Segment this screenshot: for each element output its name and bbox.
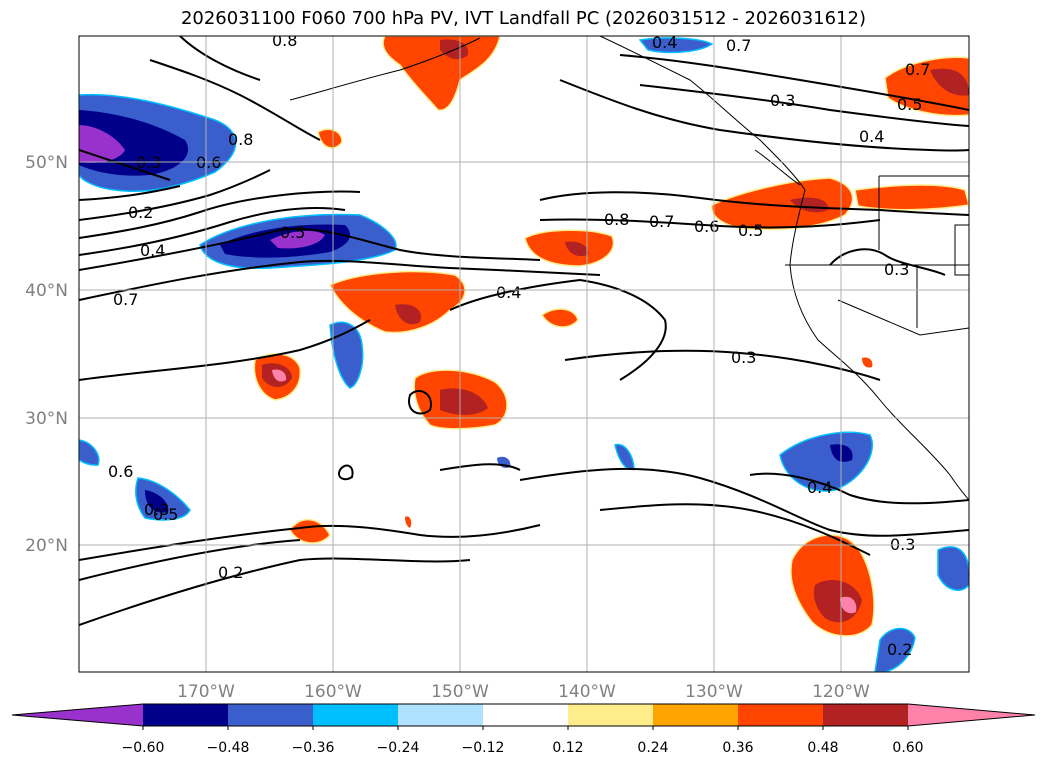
contour-label: 0.2	[887, 640, 912, 659]
contour-label: 0.4	[807, 478, 832, 497]
lat-label: 50°N	[25, 153, 68, 173]
contour-label: 0.4	[859, 127, 884, 146]
plot-frame	[78, 35, 970, 673]
contour-label: 0.2	[128, 203, 153, 222]
colorbar-swatch	[653, 704, 738, 726]
pv-contours	[79, 36, 969, 626]
colorbar-tick-label: 0.12	[552, 740, 583, 756]
contour-label: 0.4	[652, 33, 677, 52]
map-title: 2026031100 F060 700 hPa PV, IVT Landfall…	[180, 8, 867, 29]
contour-label: 0.7	[649, 212, 674, 231]
lon-label: 120°W	[812, 682, 870, 702]
colorbar-swatch	[568, 704, 653, 726]
colorbar-tick-label: 0.48	[807, 740, 838, 756]
lat-label: 40°N	[25, 281, 68, 301]
contour-label: 0.3	[731, 348, 756, 367]
positive-anomaly-shading	[253, 36, 969, 637]
contour-label: 0.8	[604, 210, 629, 229]
colorbar-extend-high	[908, 704, 1035, 726]
latitude-labels: 50°N 40°N 30°N 20°N	[25, 153, 68, 556]
coastline	[289, 36, 969, 501]
contour-label: 0.5	[897, 95, 922, 114]
contour-label: 0.8	[272, 31, 297, 50]
colorbar-tick-label: −0.36	[292, 740, 335, 756]
contour-label: 0.6	[694, 217, 719, 236]
colorbar-tick-label: 0.60	[892, 740, 923, 756]
contour-label: 0.7	[905, 60, 930, 79]
contour-label: 0.3	[884, 260, 909, 279]
colorbar-tick-label: −0.12	[462, 740, 505, 756]
negative-anomaly-shading	[79, 37, 969, 672]
contour-label: 0.4	[496, 283, 521, 302]
lon-label: 170°W	[177, 682, 235, 702]
colorbar-tick-label: −0.24	[377, 740, 420, 756]
colorbar-swatch	[228, 704, 313, 726]
colorbar-tick-label: 0.24	[637, 740, 668, 756]
colorbar-swatch	[738, 704, 823, 726]
lat-label: 20°N	[25, 536, 68, 556]
contour-label: 0.6	[108, 462, 133, 481]
colorbar-swatch	[483, 704, 568, 726]
contour-label: 0.7	[726, 36, 751, 55]
lon-label: 150°W	[431, 682, 489, 702]
contour-label: 0.5	[153, 505, 178, 524]
colorbar-tick-label: 0.36	[722, 740, 753, 756]
lon-label: 130°W	[685, 682, 743, 702]
plot-area: 0.8 0.7 0.8 0.6 0.3 0.2 0.4 0.7 0.5 0.4 …	[79, 31, 969, 672]
contour-label: 0.3	[144, 500, 169, 519]
contour-label: 0.3	[770, 91, 795, 110]
contour-label: 0.4	[140, 241, 165, 260]
colorbar-swatch	[823, 704, 908, 726]
lat-label: 30°N	[25, 409, 68, 429]
contour-label: 0.5	[280, 223, 305, 242]
colorbar-extend-low	[12, 704, 143, 726]
lon-label: 160°W	[304, 682, 362, 702]
longitude-labels: 170°W 160°W 150°W 140°W 130°W 120°W	[177, 682, 870, 702]
colorbar: −0.60 −0.48 −0.36 −0.24 −0.12 0.12 0.24 0.36 0.4…	[11, 703, 1036, 756]
contour-label: 0.7	[113, 290, 138, 309]
lon-label: 140°W	[558, 682, 616, 702]
gridlines	[79, 36, 969, 672]
contour-label: 0.5	[738, 221, 763, 240]
contour-label: 0.2	[218, 563, 243, 582]
colorbar-swatch	[398, 704, 483, 726]
contour-label: 0.8	[228, 130, 253, 149]
colorbar-tick-label: −0.48	[207, 740, 250, 756]
colorbar-swatch	[143, 704, 228, 726]
colorbar-swatch	[313, 704, 398, 726]
contour-labels: 0.8 0.7 0.8 0.6 0.3 0.2 0.4 0.7 0.5 0.4 …	[108, 31, 930, 659]
colorbar-tick-label: −0.60	[122, 740, 165, 756]
